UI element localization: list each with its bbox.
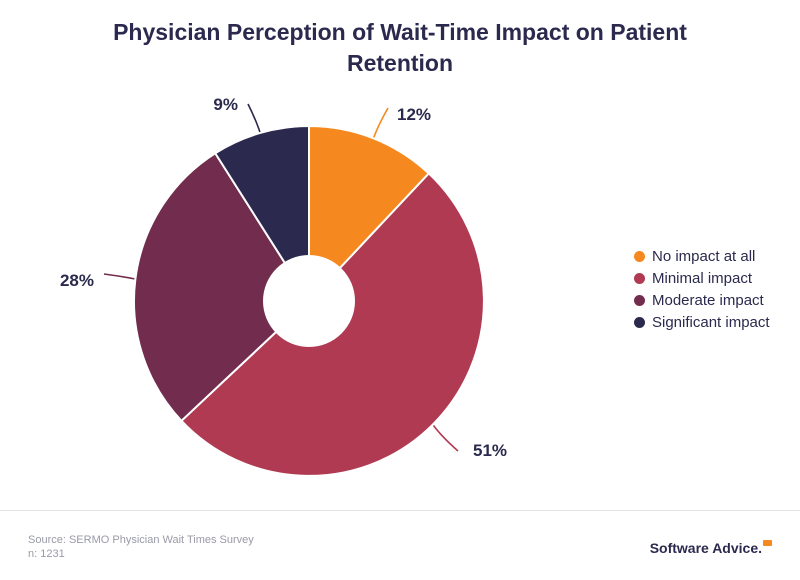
legend-label: Minimal impact [652, 269, 753, 287]
pie-slice-no-impact-at-all [308, 124, 431, 304]
legend: No impact at all Minimal impact Moderate i… [634, 245, 770, 333]
pie-chart: 12% 51% 28% 9% [60, 95, 507, 477]
legend-swatch [634, 316, 645, 328]
leader-line [432, 425, 459, 452]
slice-value-label: 28% [60, 271, 94, 290]
slice-value-label: 12% [397, 105, 431, 124]
legend-label: Moderate impact [652, 291, 764, 309]
source-note: Source: SERMO Physician Wait Times Surve… [28, 533, 254, 561]
chart-title: Physician Perception of Wait-Time Impact… [113, 19, 687, 76]
pie-slice-significant-impact [213, 124, 310, 305]
leader-line [103, 273, 135, 280]
slice-value-label: 9% [213, 95, 238, 114]
source-text: Source: SERMO Physician Wait Times Surve… [28, 534, 254, 546]
leader-line [373, 107, 389, 138]
donut-hole [263, 255, 355, 347]
legend-swatch [634, 294, 645, 306]
brand-logo: Software Advice. [650, 540, 772, 556]
brand-name: Software Advice. [649, 540, 762, 556]
legend-label: Significant impact [652, 313, 770, 331]
legend-item: Moderate impact [634, 289, 770, 311]
legend-item: Significant impact [634, 311, 770, 333]
leader-line [247, 103, 261, 133]
legend-label: No impact at all [652, 247, 756, 265]
legend-swatch [634, 272, 645, 284]
slice-value-label: 51% [473, 441, 507, 460]
legend-swatch [634, 250, 645, 262]
legend-item: Minimal impact [634, 267, 770, 289]
pie-slice-moderate-impact [132, 151, 311, 423]
legend-item: No impact at all [634, 245, 770, 267]
speech-bubble-icon [763, 540, 772, 546]
footer-divider [0, 510, 800, 511]
sample-size: n: 1231 [28, 548, 65, 560]
